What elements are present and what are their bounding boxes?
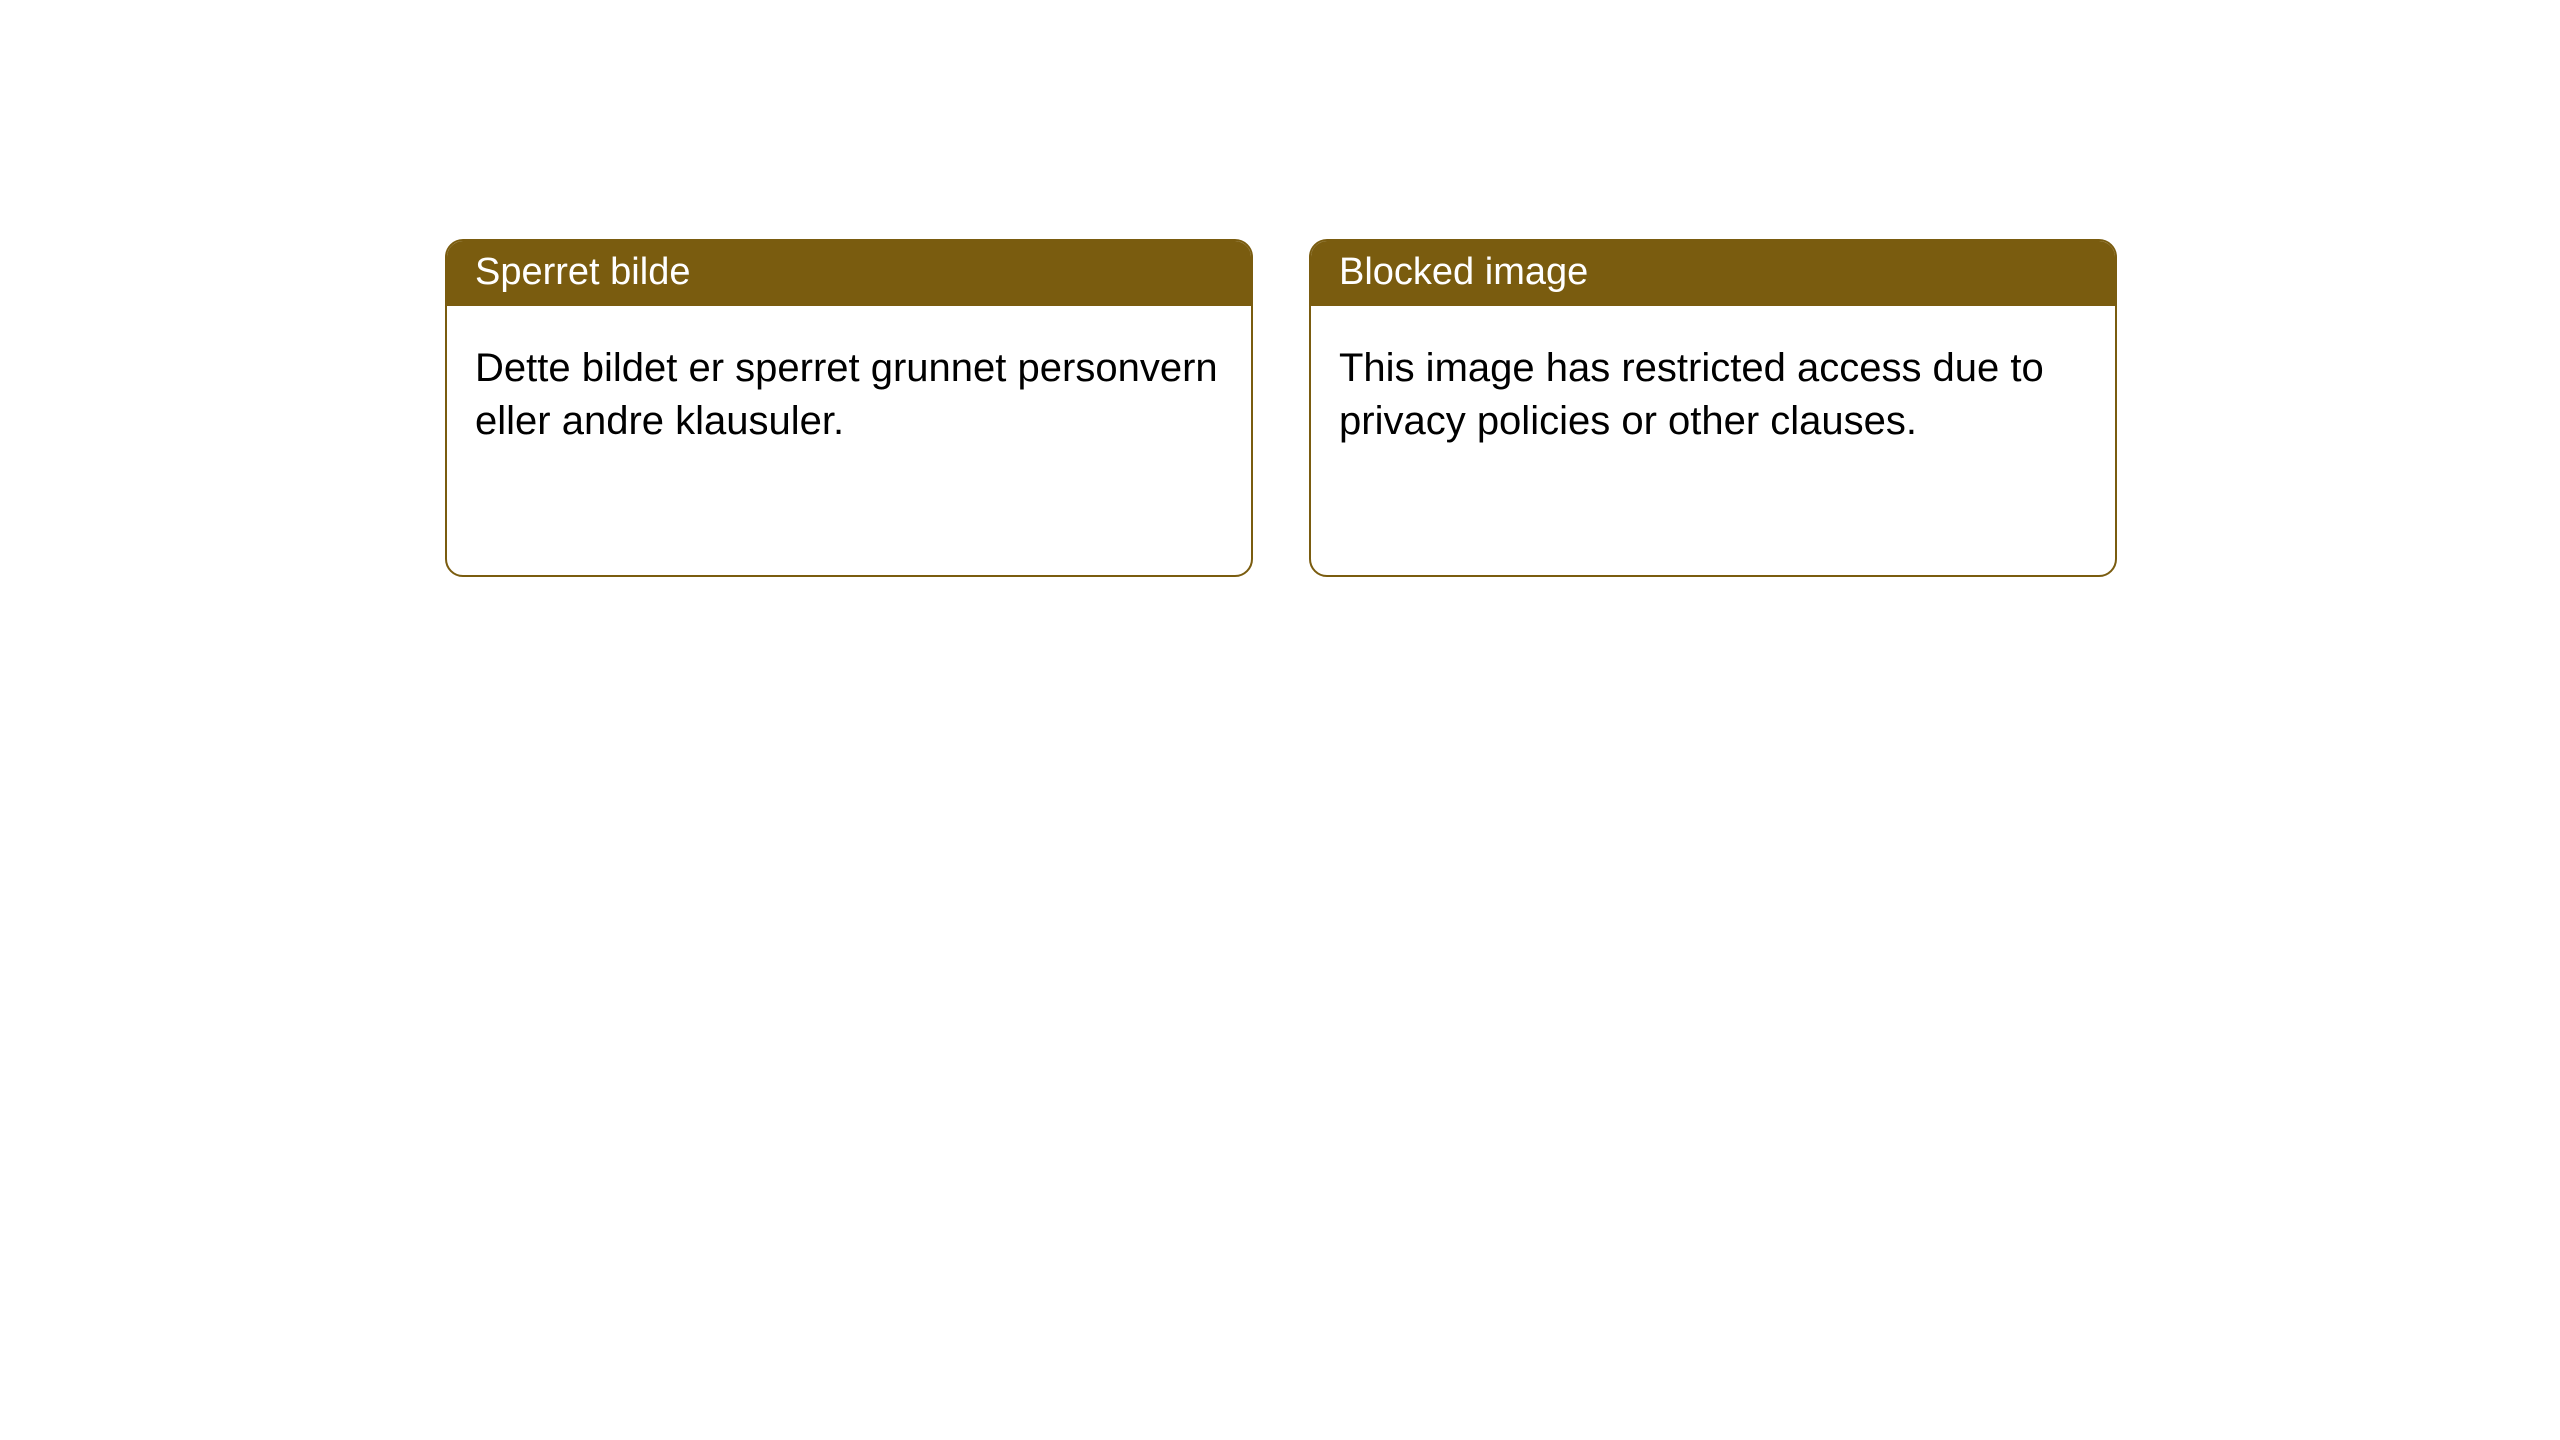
notice-title: Sperret bilde: [447, 241, 1251, 306]
notice-title: Blocked image: [1311, 241, 2115, 306]
notice-card-norwegian: Sperret bilde Dette bildet er sperret gr…: [445, 239, 1253, 577]
notice-card-english: Blocked image This image has restricted …: [1309, 239, 2117, 577]
notice-body: This image has restricted access due to …: [1311, 306, 2115, 484]
notice-container: Sperret bilde Dette bildet er sperret gr…: [0, 0, 2560, 577]
notice-body: Dette bildet er sperret grunnet personve…: [447, 306, 1251, 484]
